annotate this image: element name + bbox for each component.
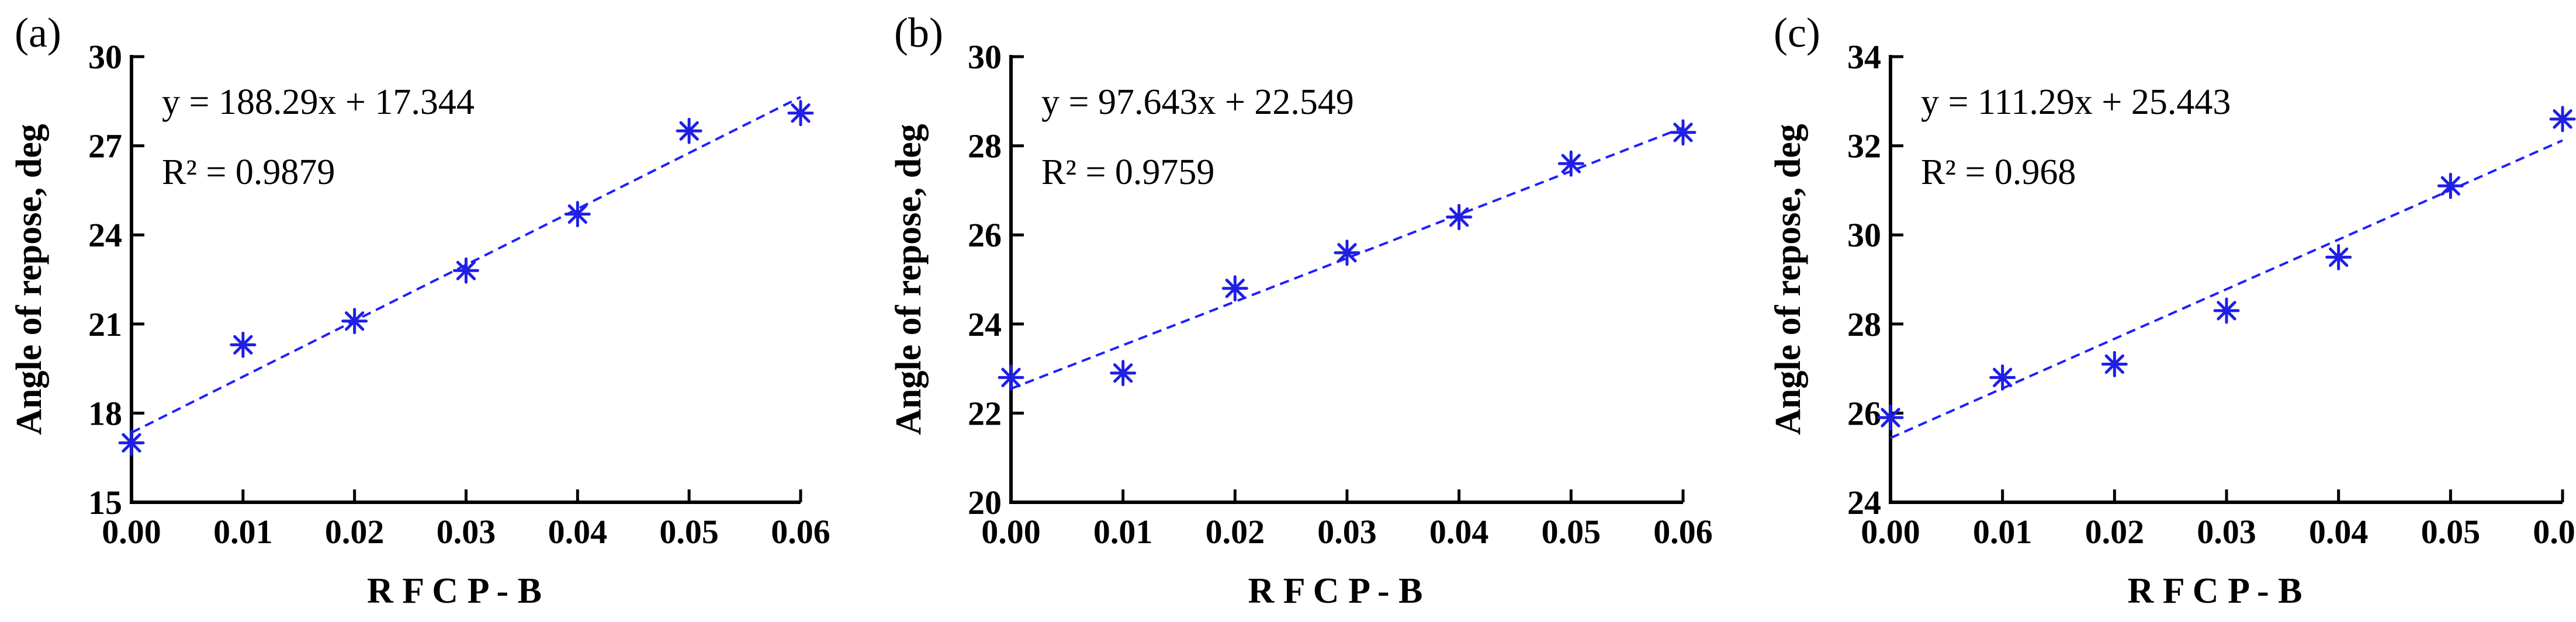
data-point (118, 429, 145, 456)
y-tick-label: 28 (968, 127, 1002, 165)
x-tick-label: 0.06 (2533, 513, 2576, 551)
y-tick-label: 24 (968, 305, 1002, 343)
x-tick-label: 0.00 (102, 513, 161, 551)
x-tick-label: 0.01 (213, 513, 273, 551)
data-point (787, 100, 814, 127)
regression-equation: y = 97.643x + 22.549 (1041, 82, 1354, 122)
data-point (2549, 106, 2576, 133)
x-tick-label: 0.05 (1542, 513, 1601, 551)
y-tick-label: 32 (1847, 127, 1881, 165)
regression-equation: y = 111.29x + 25.443 (1921, 82, 2231, 122)
chart-panel-2: (b) 20 22 24 26 28 30 0.00 0.01 0.02 0.03 0.04 0.05 0… (889, 9, 1713, 611)
y-axis-title: Angle of repose, deg (9, 124, 49, 435)
y-tick-label: 22 (968, 394, 1002, 432)
y-tick-label: 24 (1847, 484, 1881, 522)
chart-panel-1: (a) 15 18 21 24 27 30 0.00 0.01 0.02 0.03 0.04 0.05 0… (9, 9, 830, 611)
data-point (1877, 404, 1904, 431)
x-tick-label: 0.00 (981, 513, 1041, 551)
data-point (230, 331, 257, 358)
data-point (2213, 297, 2240, 324)
x-tick-label: 0.03 (1317, 513, 1377, 551)
x-tick-label: 0.05 (2421, 513, 2481, 551)
y-tick-label: 21 (88, 305, 122, 343)
data-point (676, 117, 702, 144)
data-point (453, 257, 479, 284)
data-point (1334, 239, 1360, 266)
data-point (564, 201, 591, 228)
x-tick-label: 0.01 (1093, 513, 1153, 551)
x-tick-label: 0.04 (2309, 513, 2369, 551)
data-point (1989, 364, 2016, 391)
data-point (1446, 204, 1473, 231)
y-tick-label: 30 (88, 38, 122, 76)
x-axis-title: R F C P - B (367, 571, 542, 611)
r-squared: R² = 0.9759 (1041, 152, 1214, 192)
y-tick-label: 28 (1847, 305, 1881, 343)
regression-equation: y = 188.29x + 17.344 (162, 82, 475, 122)
x-tick-label: 0.02 (1206, 513, 1265, 551)
panel-label: (c) (1774, 9, 1820, 56)
x-tick-label: 0.03 (437, 513, 496, 551)
y-tick-label: 30 (968, 38, 1002, 76)
y-axis-title: Angle of repose, deg (1768, 124, 1808, 435)
y-axis-title: Angle of repose, deg (889, 124, 929, 435)
data-point (1557, 150, 1584, 177)
x-tick-label: 0.06 (1653, 513, 1713, 551)
data-point (2325, 244, 2352, 270)
trendline (131, 96, 801, 434)
x-tick-label: 0.06 (771, 513, 830, 551)
panel-label: (b) (894, 9, 943, 56)
data-point (2437, 172, 2464, 199)
r-squared: R² = 0.968 (1921, 152, 2076, 192)
panel-label: (a) (15, 9, 61, 56)
y-tick-label: 20 (968, 484, 1002, 522)
data-point (1670, 119, 1696, 146)
x-tick-label: 0.02 (325, 513, 385, 551)
x-tick-label: 0.04 (1429, 513, 1489, 551)
x-tick-label: 0.01 (1973, 513, 2033, 551)
y-tick-label: 24 (88, 216, 122, 254)
y-tick-label: 27 (88, 127, 122, 165)
data-point (2101, 350, 2128, 377)
r-squared: R² = 0.9879 (162, 152, 335, 192)
x-axis-title: R F C P - B (1248, 571, 1422, 611)
y-tick-label: 34 (1847, 38, 1881, 76)
y-tick-label: 18 (88, 394, 122, 432)
x-axis-title: R F C P - B (2127, 571, 2302, 611)
data-point (1110, 360, 1137, 387)
x-tick-label: 0.05 (659, 513, 719, 551)
y-tick-label: 26 (1847, 394, 1881, 432)
x-tick-label: 0.02 (2085, 513, 2145, 551)
y-tick-label: 30 (1847, 216, 1881, 254)
x-tick-label: 0.04 (548, 513, 608, 551)
x-tick-label: 0.00 (1861, 513, 1920, 551)
chart-panel-3: (c) 24 26 28 30 32 34 0.00 0.01 0.02 0.03 0.04 0.05 0… (1768, 9, 2576, 611)
data-point (998, 364, 1024, 391)
data-point (341, 308, 368, 335)
y-tick-label: 26 (968, 216, 1002, 254)
data-point (1221, 275, 1248, 302)
y-tick-label: 15 (88, 484, 122, 522)
x-tick-label: 0.03 (2197, 513, 2256, 551)
